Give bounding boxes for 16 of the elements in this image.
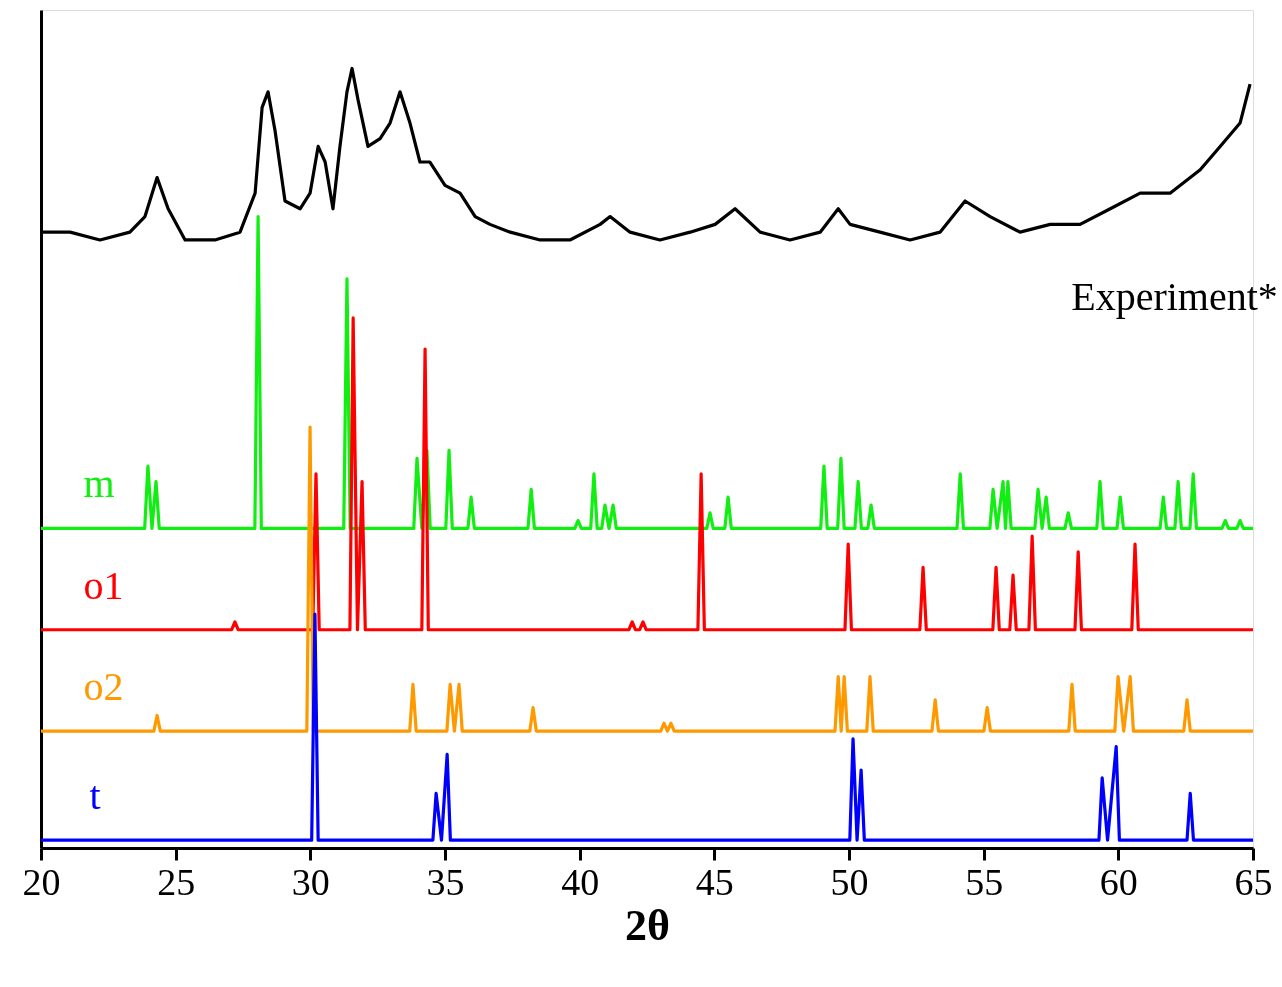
x-tick-label: 50: [830, 860, 869, 903]
x-tick-label: 60: [1099, 860, 1138, 903]
x-tick-label: 30: [291, 860, 330, 903]
x-tick-label: 25: [157, 860, 196, 903]
series-label: o2: [83, 663, 124, 709]
series-label: m: [83, 461, 115, 507]
series-label: o1: [83, 562, 124, 608]
x-tick-label: 55: [965, 860, 1004, 903]
x-tick-label: 40: [561, 860, 600, 903]
x-axis-title: 2θ: [625, 900, 670, 950]
x-tick-label: 65: [1234, 860, 1273, 903]
series-label: t: [89, 773, 101, 819]
series-label: Experiment*: [1071, 274, 1278, 320]
x-tick-label: 20: [22, 860, 61, 903]
x-tick-label: 35: [426, 860, 465, 903]
x-tick-label: 45: [695, 860, 734, 903]
